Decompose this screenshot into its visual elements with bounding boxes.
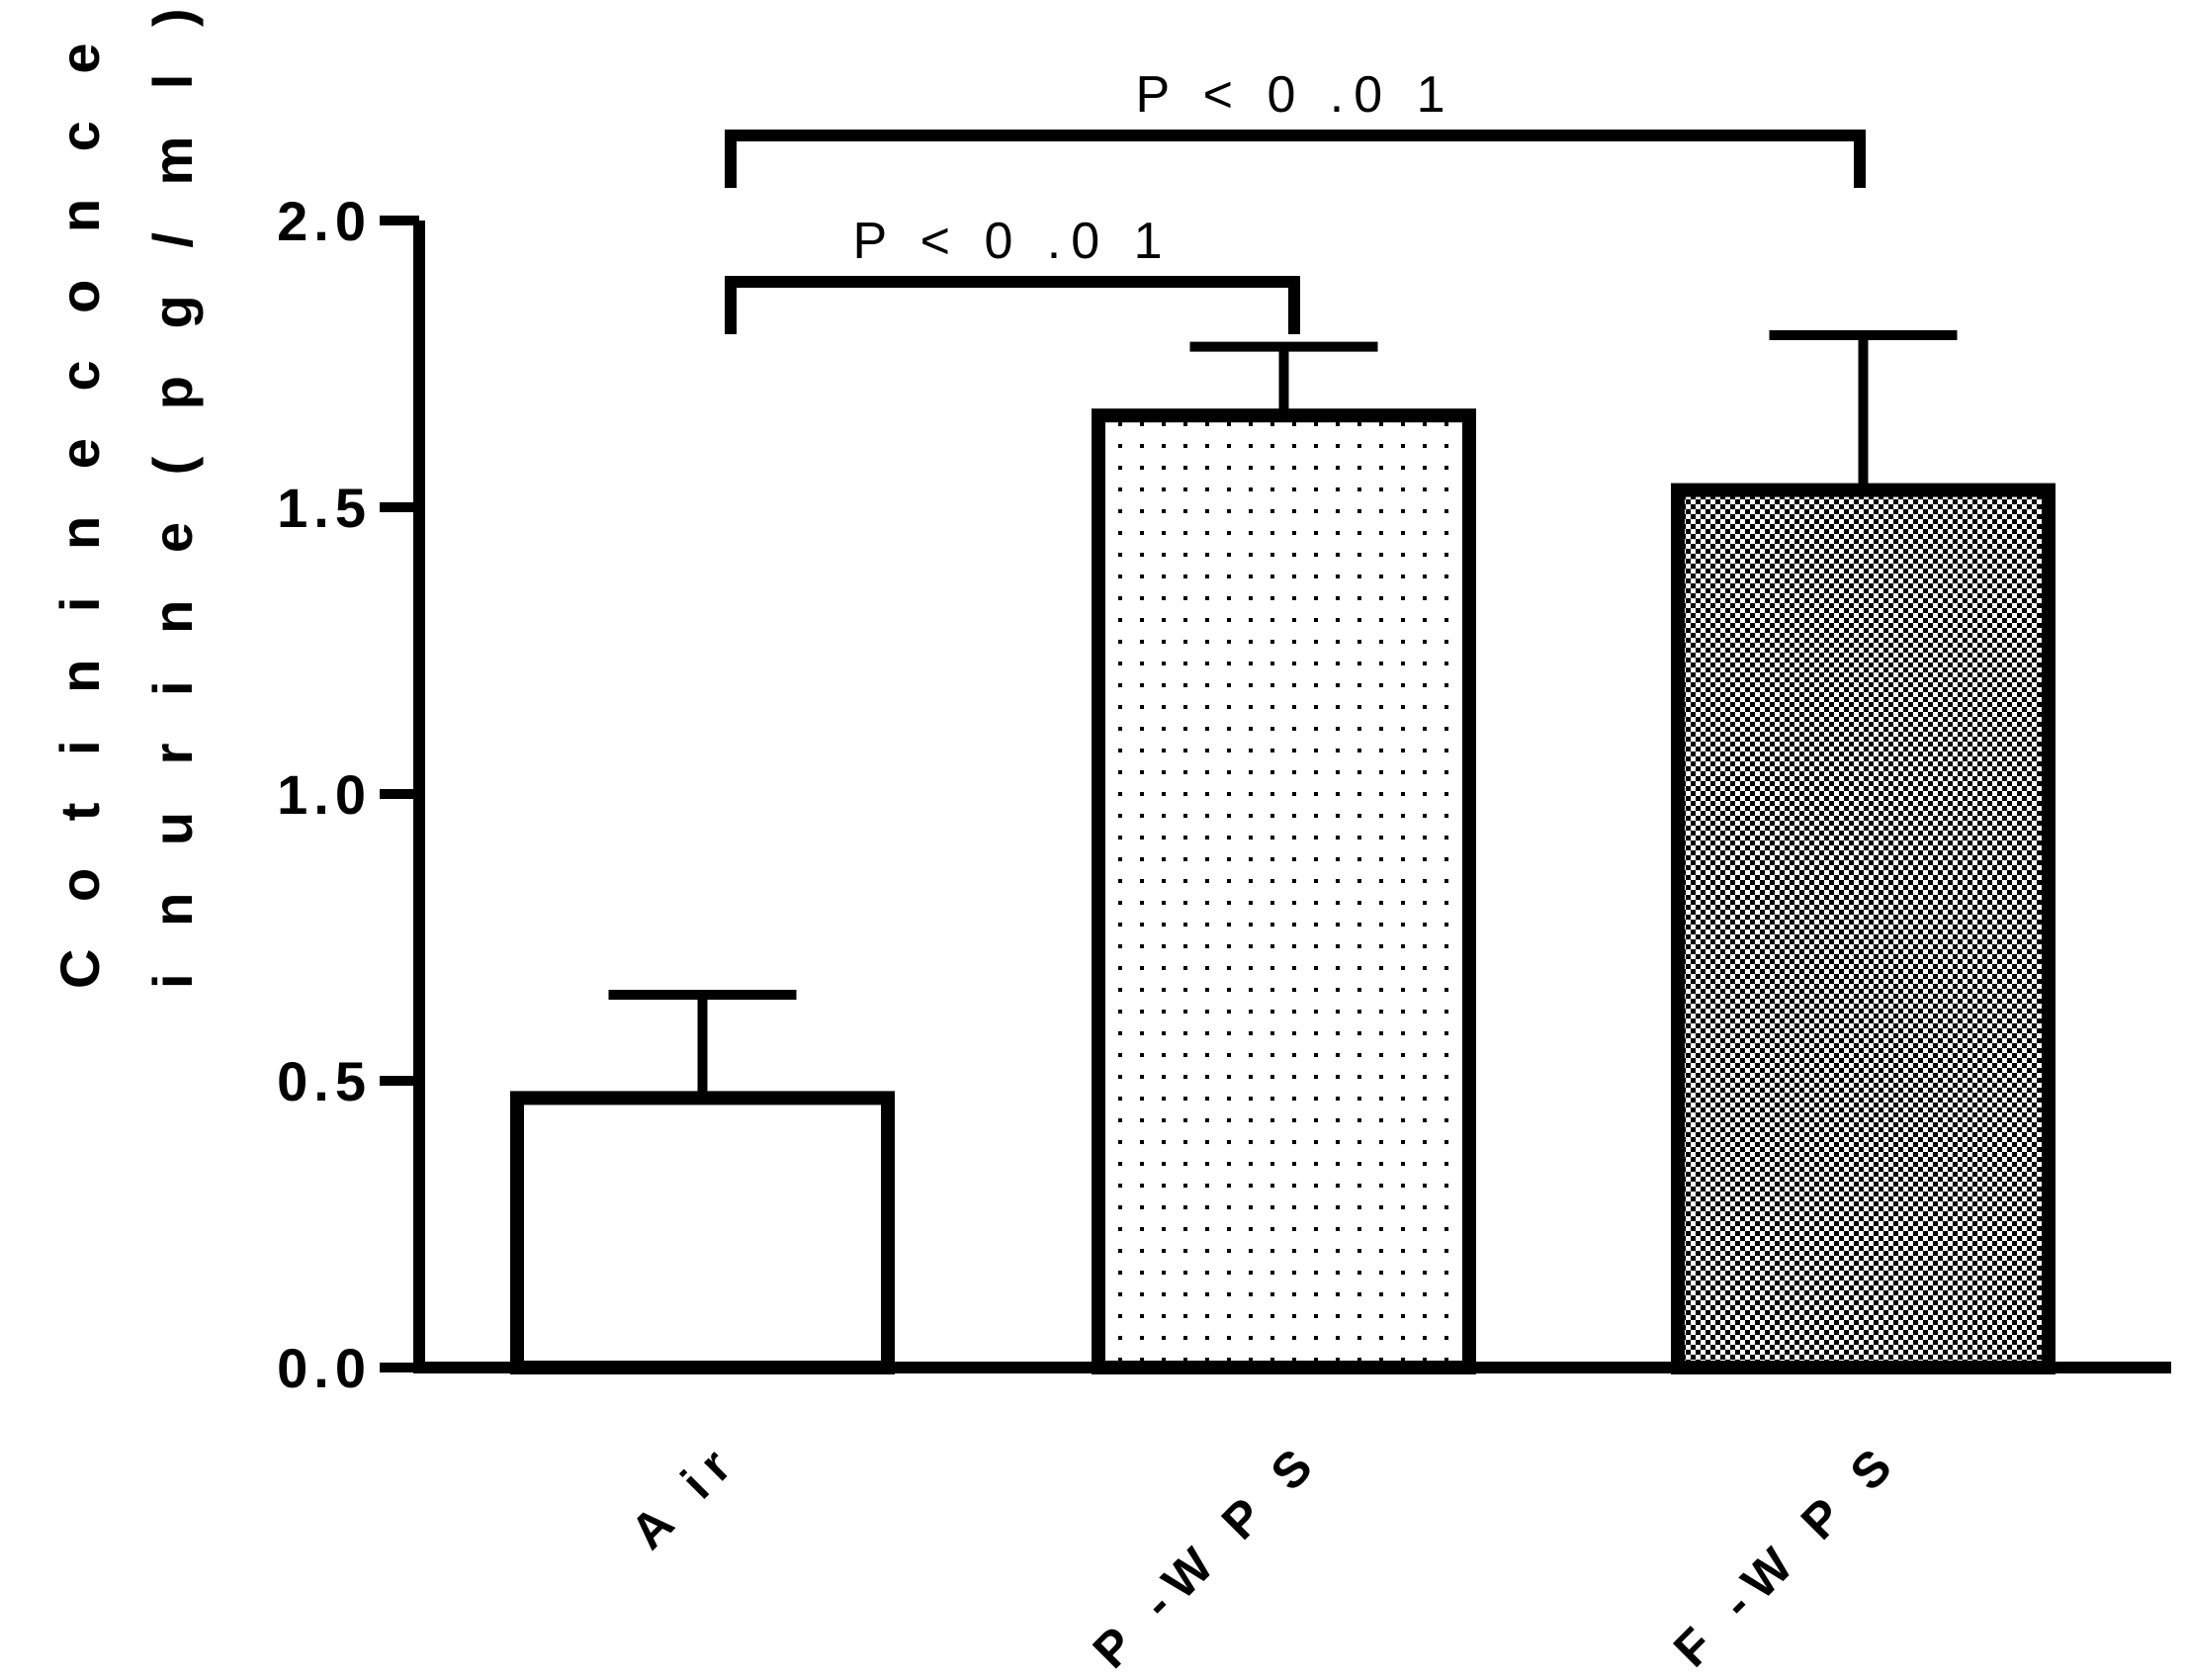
y-ticks: 0.0 0.5 1.0 1.5 2.0 (277, 190, 419, 1399)
significance-label: P < 0 .0 1 (1135, 66, 1454, 124)
y-axis-title: C o t i n i n e c o n c e n t r a t i o … (48, 0, 204, 989)
significance-bracket: P < 0 .0 1 (725, 213, 1300, 334)
category-label-p-wps: P -W P S (1083, 1430, 1332, 1679)
category-labels: A ir P -W P S A F -W P S (620, 1430, 1910, 1680)
significance-brackets: P < 0 .0 1 P < 0 .0 1 (725, 66, 1866, 334)
category-label-air: A ir (620, 1430, 749, 1559)
y-tick-label: 1.0 (277, 763, 372, 826)
y-tick-label: 0.0 (277, 1337, 372, 1399)
bar-p-wps (1092, 408, 1476, 1374)
y-axis-title-line-2: i n u r i n e ( p g / m l ) (141, 0, 204, 989)
bar-air (510, 1091, 895, 1375)
error-bars (608, 330, 1958, 1099)
bars (510, 408, 2056, 1375)
y-axis-title-line-1: C o t i n i n e c o n c e n t r a t i o … (48, 0, 111, 989)
bar-af-wps (1671, 483, 2056, 1375)
y-tick-label: 1.5 (277, 477, 372, 539)
y-tick-label: 2.0 (277, 190, 372, 252)
error-bar-air (608, 990, 797, 1099)
significance-bracket: P < 0 .0 1 (725, 66, 1866, 188)
error-bar-af-wps (1769, 330, 1958, 490)
error-bar-p-wps (1189, 341, 1378, 416)
significance-label: P < 0 .0 1 (852, 213, 1172, 270)
category-label-af-wps: A F -W P S (1613, 1430, 1910, 1680)
y-tick-label: 0.5 (277, 1050, 372, 1112)
